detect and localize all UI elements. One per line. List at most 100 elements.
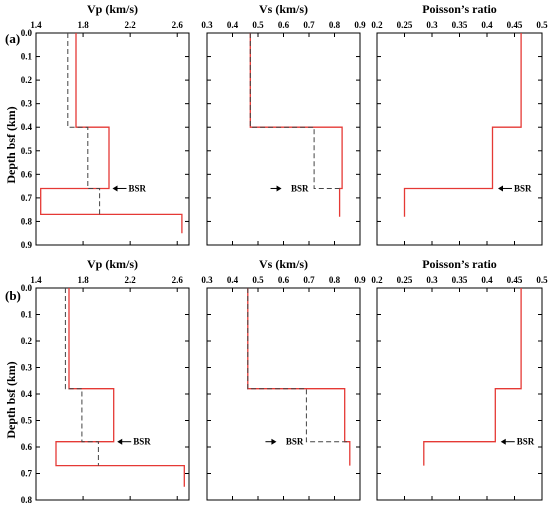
bsr-label: BSR xyxy=(291,183,309,193)
x-tick-label: 0.6 xyxy=(278,20,290,30)
y-axis-label-top: Depth bsf (km) xyxy=(4,106,18,183)
x-tick-label: 0.7 xyxy=(303,20,315,30)
panel-label-a: (a) xyxy=(5,31,20,46)
x-tick-label: 0.9 xyxy=(354,275,366,285)
y-tick-label: 0.0 xyxy=(21,28,33,38)
x-tick-label: 1.4 xyxy=(30,20,42,30)
y-tick-label: 0.9 xyxy=(21,240,33,250)
x-tick-label: 0.35 xyxy=(452,275,468,285)
series-solid-line xyxy=(249,33,343,217)
bsr-arrow-head xyxy=(498,185,503,192)
x-tick-label: 0.3 xyxy=(426,20,438,30)
plot-frame xyxy=(206,32,361,246)
series-dashed-line xyxy=(67,33,101,215)
x-tick-label: 1.4 xyxy=(30,275,42,285)
chart-panel-1: Vp (km/s) 1.4 1.8 2.2 2.6 0.0 0.1 0.2 0.3 0.4 0.5 0… xyxy=(21,2,190,250)
x-tick-label: 2.6 xyxy=(172,275,184,285)
charts-group: Vp (km/s) 1.4 1.8 2.2 2.6 0.0 0.1 0.2 0.3 0.4 0.5 0… xyxy=(21,2,548,505)
y-tick-label: 0.3 xyxy=(21,363,33,373)
x-tick-label: 0.4 xyxy=(227,275,239,285)
y-tick-label: 0.5 xyxy=(21,146,33,156)
chart-title: Vs (km/s) xyxy=(259,2,308,16)
x-tick-label: 0.25 xyxy=(397,275,413,285)
x-tick-label: 0.45 xyxy=(507,20,523,30)
chart-panel-4: Vp (km/s) 1.4 1.8 2.2 2.6 0.0 0.1 0.2 0.3 0.4 0.5 0… xyxy=(21,257,190,505)
plot-frame xyxy=(206,287,361,501)
plot-frame xyxy=(35,32,190,246)
y-tick-label: 0.7 xyxy=(21,469,33,479)
series-solid-line xyxy=(55,288,185,487)
series-solid-line xyxy=(40,33,183,234)
chart-panel-6: Poisson’s ratio 0.2 0.25 0.3 0.35 0.4 0.45 0.5 B… xyxy=(371,257,548,501)
y-tick-label: 0.8 xyxy=(21,495,33,505)
series-solid-line xyxy=(423,288,522,466)
x-tick-label: 1.8 xyxy=(77,275,89,285)
bsr-arrow-head xyxy=(112,185,118,192)
chart-title: Poisson’s ratio xyxy=(422,257,497,271)
x-tick-label: 0.5 xyxy=(536,20,548,30)
x-tick-label: 2.2 xyxy=(125,20,137,30)
x-tick-label: 0.9 xyxy=(354,20,366,30)
plot-frame xyxy=(376,32,543,246)
x-tick-label: 2.6 xyxy=(172,20,184,30)
x-tick-label: 0.25 xyxy=(397,20,413,30)
x-tick-label: 1.8 xyxy=(77,20,89,30)
y-axis-label-bottom: Depth bsf (km) xyxy=(4,361,18,438)
x-tick-label: 0.6 xyxy=(278,275,290,285)
x-tick-label: 2.2 xyxy=(125,275,137,285)
bsr-arrow-head xyxy=(500,438,506,445)
series-solid-line xyxy=(403,33,522,217)
x-tick-label: 0.8 xyxy=(329,275,341,285)
bsr-label: BSR xyxy=(286,437,304,447)
chart-title: Vp (km/s) xyxy=(87,2,138,16)
y-tick-label: 0.4 xyxy=(21,122,33,132)
x-tick-label: 0.4 xyxy=(227,20,239,30)
bsr-arrow-head xyxy=(117,438,123,445)
x-tick-label: 0.45 xyxy=(507,275,523,285)
x-tick-label: 0.5 xyxy=(536,275,548,285)
y-tick-label: 0.5 xyxy=(21,416,33,426)
series-dashed-line xyxy=(64,288,99,466)
bsr-label: BSR xyxy=(129,183,147,193)
plot-frame xyxy=(35,287,190,501)
x-tick-label: 0.3 xyxy=(426,275,438,285)
chart-panel-3: Poisson’s ratio 0.2 0.25 0.3 0.35 0.4 0.45 0.5 B… xyxy=(371,2,548,246)
x-tick-label: 0.2 xyxy=(371,275,383,285)
x-tick-label: 0.8 xyxy=(329,20,341,30)
series-dashed-line xyxy=(249,33,340,189)
chart-title: Vs (km/s) xyxy=(259,257,308,271)
panel-label-b: (b) xyxy=(5,288,21,303)
chart-panel-5: Vs (km/s) 0.3 0.4 0.5 0.6 0.7 0.8 0.9 BSR xyxy=(201,257,366,501)
y-tick-label: 0.7 xyxy=(21,193,33,203)
bsr-arrow-head xyxy=(271,438,277,445)
y-tick-label: 0.8 xyxy=(21,216,33,226)
y-tick-label: 0.2 xyxy=(21,75,33,85)
y-tick-label: 0.4 xyxy=(21,389,33,399)
x-tick-label: 0.7 xyxy=(303,275,315,285)
chart-title: Vp (km/s) xyxy=(87,257,138,271)
y-tick-label: 0.3 xyxy=(21,99,33,109)
x-tick-label: 0.4 xyxy=(481,20,493,30)
y-tick-label: 0.0 xyxy=(21,283,33,293)
y-tick-label: 0.2 xyxy=(21,336,33,346)
x-tick-label: 0.2 xyxy=(371,20,383,30)
x-tick-label: 0.3 xyxy=(201,275,213,285)
x-tick-label: 0.5 xyxy=(252,275,264,285)
y-tick-label: 0.6 xyxy=(21,442,33,452)
bsr-label: BSR xyxy=(133,437,151,447)
bsr-label: BSR xyxy=(517,437,535,447)
series-dashed-line xyxy=(247,288,350,443)
bsr-label: BSR xyxy=(514,183,532,193)
x-tick-label: 0.5 xyxy=(252,20,264,30)
y-tick-label: 0.1 xyxy=(21,52,33,62)
x-tick-label: 0.4 xyxy=(481,275,493,285)
x-tick-label: 0.3 xyxy=(201,20,213,30)
chart-panel-2: Vs (km/s) 0.3 0.4 0.5 0.6 0.7 0.8 0.9 BSR xyxy=(201,2,366,246)
plot-frame xyxy=(376,287,543,501)
x-tick-label: 0.35 xyxy=(452,20,468,30)
chart-title: Poisson’s ratio xyxy=(422,2,497,16)
y-tick-label: 0.6 xyxy=(21,169,33,179)
bsr-arrow-head xyxy=(276,185,282,192)
y-tick-label: 0.1 xyxy=(21,310,33,320)
